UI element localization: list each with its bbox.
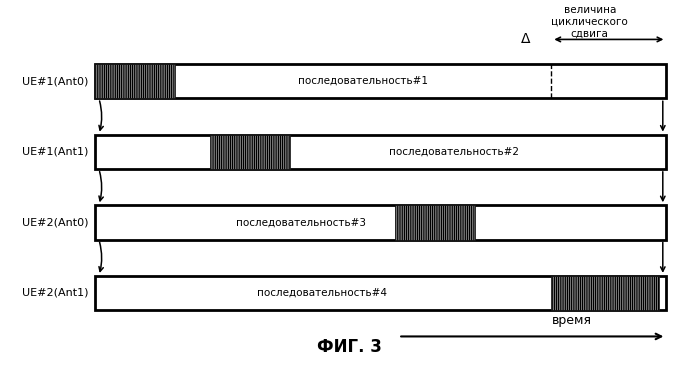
Bar bbox=[95, 64, 666, 98]
Text: последовательность#4: последовательность#4 bbox=[257, 288, 387, 298]
Bar bbox=[210, 135, 290, 169]
Text: ФИГ. 3: ФИГ. 3 bbox=[317, 338, 382, 356]
Text: Δ: Δ bbox=[521, 32, 531, 46]
Bar bbox=[395, 205, 475, 239]
Bar bbox=[95, 135, 666, 169]
Text: UE#2(Ant1): UE#2(Ant1) bbox=[22, 288, 88, 298]
Text: UE#1(Ant0): UE#1(Ant0) bbox=[22, 76, 88, 86]
Text: UE#1(Ant1): UE#1(Ant1) bbox=[22, 147, 88, 157]
Text: последовательность#2: последовательность#2 bbox=[389, 147, 519, 157]
Text: время: время bbox=[552, 314, 592, 327]
Bar bbox=[95, 276, 666, 310]
Text: последовательность#1: последовательность#1 bbox=[298, 76, 428, 86]
Bar bbox=[95, 64, 175, 98]
Bar bbox=[552, 276, 659, 310]
Bar bbox=[95, 205, 666, 239]
Text: последовательность#3: последовательность#3 bbox=[236, 217, 366, 227]
Text: UE#2(Ant0): UE#2(Ant0) bbox=[22, 217, 88, 227]
Text: величина
циклического
сдвига: величина циклического сдвига bbox=[552, 5, 628, 38]
